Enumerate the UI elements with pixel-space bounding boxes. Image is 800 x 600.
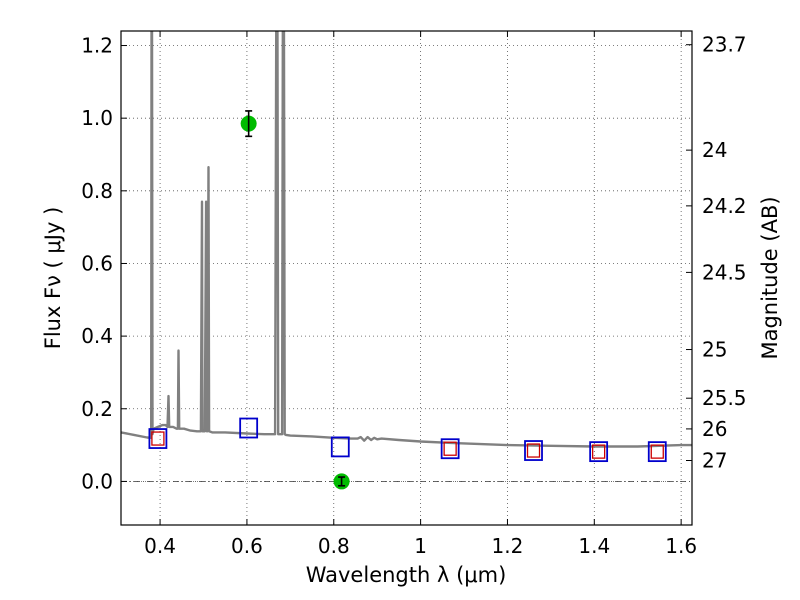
spectrum-line bbox=[121, 31, 692, 448]
model-photometry-inner-square bbox=[526, 443, 541, 458]
x-tick-label: 1.2 bbox=[492, 534, 524, 558]
x-tick-label: 0.4 bbox=[144, 534, 176, 558]
y-axis-label-right: Magnitude (AB) bbox=[758, 196, 782, 359]
x-tick-label: 1.4 bbox=[578, 534, 610, 558]
model-photometry-inner-square bbox=[591, 444, 606, 459]
model-photometry-square bbox=[589, 441, 609, 463]
x-axis-label: Wavelength λ (μm) bbox=[306, 563, 507, 587]
series bbox=[121, 31, 692, 448]
mag-tick-label: 24.5 bbox=[702, 260, 747, 284]
plot-frame bbox=[120, 30, 693, 526]
ticks: 0.4 0.6 0.8 1 1.2 1.4 1.6 0.0 0.2 0.4 0.6 0.8 1.0 1.2… bbox=[81, 31, 747, 558]
y-axis-label: Flux Fν ( μJy ) bbox=[41, 207, 65, 350]
mag-tick-label: 26 bbox=[702, 417, 727, 441]
model-photometry-square bbox=[524, 440, 543, 461]
mag-tick-label: 23.7 bbox=[702, 33, 747, 57]
y-tick-label: 1.0 bbox=[81, 106, 113, 130]
x-tick-label: 0.6 bbox=[231, 534, 263, 558]
y-tick-label: 0.0 bbox=[81, 469, 113, 493]
x-tick-label: 1.6 bbox=[665, 534, 697, 558]
model-photometry-square bbox=[440, 438, 460, 460]
y-tick-label: 0.2 bbox=[81, 397, 113, 421]
mag-tick-label: 25.5 bbox=[702, 386, 747, 410]
model-photometry-square bbox=[148, 428, 168, 449]
x-tick-label: 1 bbox=[414, 534, 427, 558]
y-tick-label: 0.8 bbox=[81, 179, 113, 203]
mag-tick-label: 27 bbox=[702, 449, 727, 473]
y-tick-label: 0.4 bbox=[81, 324, 113, 348]
mag-tick-label: 24.2 bbox=[702, 194, 747, 218]
y-tick-label: 0.6 bbox=[81, 251, 113, 275]
model-photometry-square bbox=[647, 441, 667, 463]
y-tick-label: 1.2 bbox=[81, 34, 113, 58]
mag-tick-label: 24 bbox=[702, 138, 727, 162]
model-photometry-inner-square bbox=[151, 431, 165, 446]
model-photometry-square bbox=[330, 436, 350, 458]
model-photometry-inner-square bbox=[443, 441, 457, 456]
model-photometry-square bbox=[239, 417, 259, 439]
x-tick-label: 0.8 bbox=[318, 534, 350, 558]
mag-tick-label: 25 bbox=[702, 338, 727, 362]
model-photometry-inner-square bbox=[650, 444, 664, 459]
markers bbox=[148, 110, 667, 490]
